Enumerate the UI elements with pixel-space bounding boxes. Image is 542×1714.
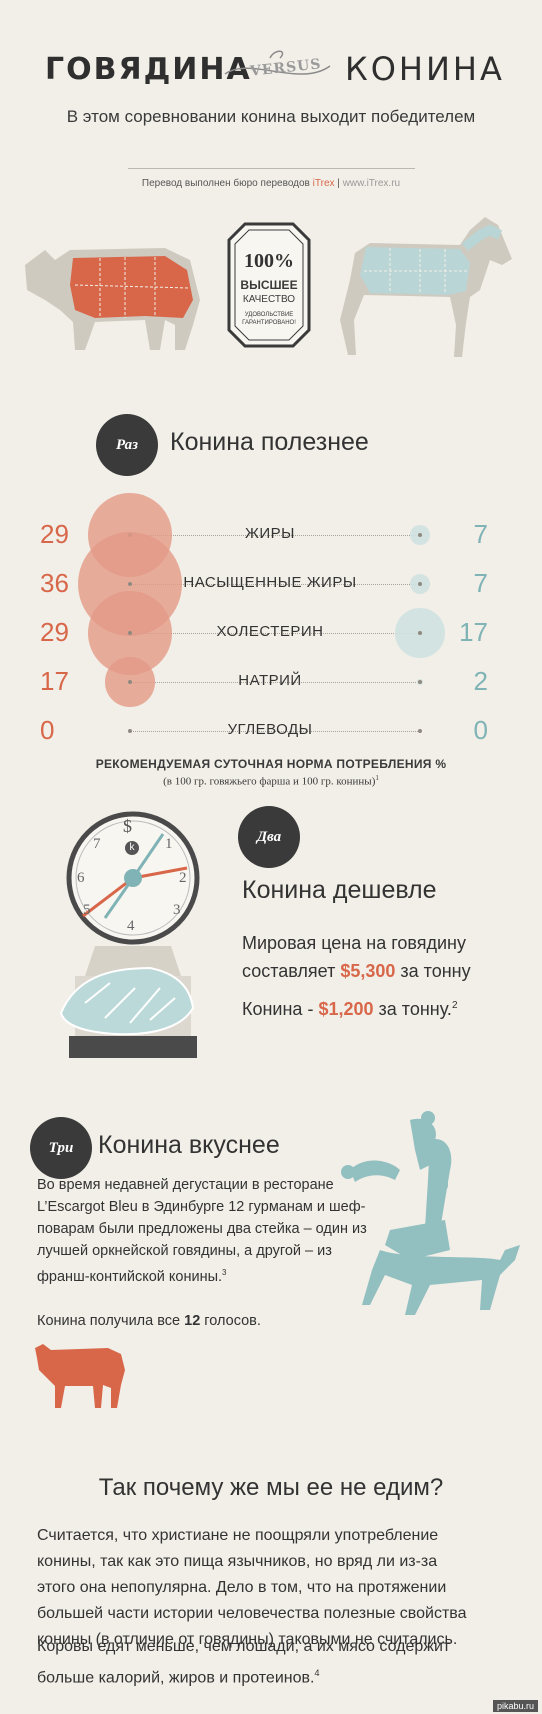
seal-quality-1: ВЫСШЕЕ bbox=[240, 278, 298, 292]
section1-badge: Раз bbox=[96, 414, 158, 476]
horse-value-carbs: 0 bbox=[473, 715, 488, 745]
credit-separator: | bbox=[337, 178, 340, 189]
section4-para1: Считается, что христиане не поощряли упо… bbox=[37, 1527, 467, 1648]
row-label-saturated-fats: НАСЫЩЕННЫЕ ЖИРЫ bbox=[183, 574, 357, 591]
row-label-fats: ЖИРЫ bbox=[245, 525, 295, 542]
horse-dot-saturated-fats bbox=[418, 582, 422, 586]
credit-url[interactable]: www.iTrex.ru bbox=[342, 178, 401, 189]
section4-note: 4 bbox=[314, 1668, 320, 1678]
beef-dot-carbs bbox=[128, 729, 132, 733]
horse-icon bbox=[340, 217, 512, 357]
section2-line3-post: за тонну. bbox=[378, 999, 452, 1019]
horse-value-fats: 7 bbox=[473, 519, 488, 549]
horse-price: $1,200 bbox=[318, 999, 374, 1019]
scale-num-1: 1 bbox=[165, 836, 173, 852]
horse-value-saturated-fats: 7 bbox=[473, 568, 488, 598]
votes-count: 12 bbox=[184, 1313, 201, 1329]
scale-icon bbox=[59, 811, 200, 1058]
credit-brand[interactable]: iTrex bbox=[312, 178, 335, 189]
scale-num-3: 3 bbox=[173, 902, 181, 918]
beef-value-carbs: 0 bbox=[40, 715, 55, 745]
scale-dollar: $ bbox=[123, 816, 132, 836]
cow-illustration bbox=[15, 230, 210, 365]
seal-quality-2: КАЧЕСТВО bbox=[242, 294, 296, 305]
section2-badge: Два bbox=[238, 806, 300, 868]
section2-line2: составляет $5,300 за тонну bbox=[242, 958, 471, 985]
beef-dot-sodium bbox=[128, 680, 132, 684]
section3-votes: Конина получила все 12 голосов. bbox=[37, 1310, 261, 1332]
section3-body: Во время недавней дегустации в ресторане… bbox=[37, 1177, 367, 1285]
scale-illustration: $ k 7 1 6 2 5 3 4 bbox=[55, 808, 215, 1068]
cow-icon bbox=[25, 248, 200, 350]
horse-illustration bbox=[330, 205, 525, 365]
beef-value-saturated-fats: 36 bbox=[40, 568, 69, 598]
section1-title: Конина полезнее bbox=[170, 428, 369, 456]
chart-subcaption-text: (в 100 гр. говяжьего фарша и 100 гр. кон… bbox=[163, 775, 376, 788]
watermark: pikabu.ru bbox=[492, 1700, 538, 1712]
credit-prefix: Перевод выполнен бюро переводов bbox=[141, 178, 310, 189]
section3-text: Во время недавней дегустации в ресторане… bbox=[37, 1174, 377, 1288]
beef-value-cholesterol: 29 bbox=[40, 617, 69, 647]
chart-subcaption: (в 100 гр. говяжьего фарша и 100 гр. кон… bbox=[0, 774, 542, 788]
chart-subcaption-note: 1 bbox=[375, 774, 379, 782]
subtitle: В этом соревновании конина выходит побед… bbox=[66, 107, 476, 126]
scale-k: k bbox=[125, 841, 139, 855]
horse-value-cholesterol: 17 bbox=[459, 617, 488, 647]
section2-line2-post: за тонну bbox=[400, 961, 471, 981]
row-label-cholesterol: ХОЛЕСТЕРИН bbox=[216, 623, 324, 640]
section2-title: Конина дешевле bbox=[242, 876, 437, 904]
row-label-carbs: УГЛЕВОДЫ bbox=[227, 721, 313, 738]
section3-badge: Три bbox=[30, 1117, 92, 1179]
credit-line: Перевод выполнен бюро переводов iTrex | … bbox=[0, 178, 542, 189]
section4-para2: Коровы едят меньше, чем лошади, а их мяс… bbox=[37, 1634, 467, 1691]
acrobats-icon bbox=[341, 1111, 520, 1315]
versus-flourish-icon bbox=[224, 50, 331, 75]
horse-value-sodium: 2 bbox=[473, 666, 488, 696]
section2-line2-pre: составляет bbox=[242, 961, 336, 981]
scale-num-5: 5 bbox=[83, 902, 91, 918]
horse-dot-carbs bbox=[418, 729, 422, 733]
section2-line3-pre: Конина - bbox=[242, 999, 314, 1019]
row-line-sodium bbox=[130, 682, 420, 683]
section2-note: 2 bbox=[451, 1000, 458, 1011]
section4-para2-text: Коровы едят меньше, чем лошади, а их мяс… bbox=[37, 1638, 451, 1687]
beef-dot-cholesterol bbox=[128, 631, 132, 635]
row-label-sodium: НАТРИЙ bbox=[238, 672, 302, 689]
chart-caption: РЕКОМЕНДУЕМАЯ СУТОЧНАЯ НОРМА ПОТРЕБЛЕНИЯ… bbox=[95, 757, 447, 771]
section4-title: Так почему же мы ее не едим? bbox=[98, 1474, 444, 1501]
seal-guarantee-2: ГАРАНТИРОВАНО! bbox=[242, 320, 296, 326]
horse-dot-cholesterol bbox=[418, 631, 422, 635]
acrobats-illustration bbox=[330, 1110, 530, 1340]
scale-num-7: 7 bbox=[93, 836, 101, 852]
votes-pre: Конина получила все bbox=[37, 1313, 181, 1329]
votes-post: голосов. bbox=[204, 1313, 261, 1329]
seal-guarantee-1: УДОВОЛЬСТВИЕ bbox=[244, 312, 294, 318]
row-line-cholesterol bbox=[130, 633, 420, 634]
versus-ribbon: VERSUS bbox=[220, 48, 335, 88]
section2-line1: Мировая цена на говядину bbox=[242, 933, 466, 953]
beef-dot-saturated-fats bbox=[128, 582, 132, 586]
quality-seal: 100% ВЫСШЕЕ КАЧЕСТВО УДОВОЛЬСТВИЕ ГАРАНТ… bbox=[225, 220, 313, 350]
section2-line3: Конина - $1,200 за тонну.2 bbox=[242, 992, 458, 1023]
scale-num-4: 4 bbox=[127, 918, 135, 934]
row-line-carbs bbox=[130, 731, 420, 732]
section3-note: 3 bbox=[222, 1268, 227, 1277]
beef-value-sodium: 17 bbox=[40, 666, 69, 696]
beef-value-fats: 29 bbox=[40, 519, 69, 549]
title-horse: КОНИНА bbox=[345, 50, 505, 88]
row-line-fats bbox=[130, 535, 420, 536]
beef-price: $5,300 bbox=[340, 961, 396, 981]
seal-percent: 100% bbox=[244, 250, 294, 272]
horse-dot-sodium bbox=[418, 680, 422, 684]
horse-dot-fats bbox=[418, 533, 422, 537]
small-cow-illustration bbox=[33, 1340, 128, 1412]
section3-title: Конина вкуснее bbox=[98, 1131, 280, 1159]
divider-top bbox=[128, 168, 415, 169]
scale-num-6: 6 bbox=[77, 870, 85, 886]
seal-frame-icon bbox=[227, 222, 311, 348]
title-beef: ГОВЯДИНА bbox=[45, 52, 252, 87]
small-cow-icon bbox=[35, 1344, 125, 1408]
row-line-saturated-fats bbox=[130, 584, 420, 585]
scale-num-2: 2 bbox=[179, 870, 187, 886]
